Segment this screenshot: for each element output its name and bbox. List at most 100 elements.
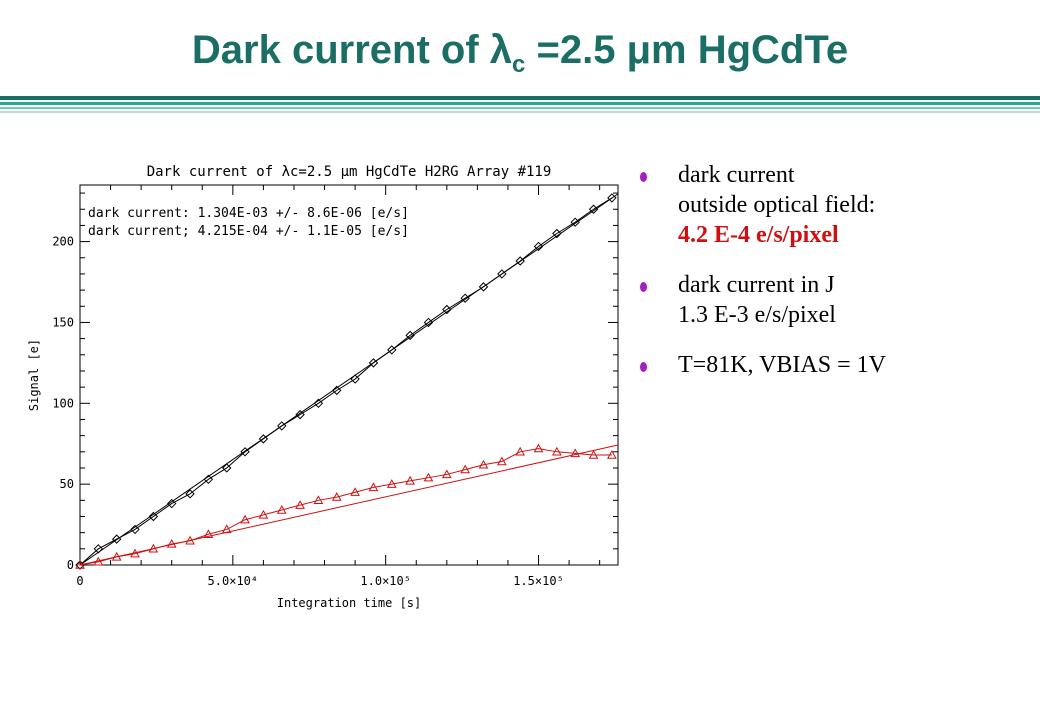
data-point xyxy=(277,421,287,431)
data-point xyxy=(368,358,379,368)
data-point xyxy=(203,529,214,538)
data-point xyxy=(607,193,617,203)
data-point xyxy=(295,409,305,420)
data-point xyxy=(240,447,250,457)
bullet-item: dark current in J 1.3 E-3 e/s/pixel xyxy=(636,270,1036,330)
data-point xyxy=(185,489,195,499)
data-point xyxy=(552,446,562,456)
data-point xyxy=(313,398,324,409)
data-point xyxy=(442,304,452,315)
data-point xyxy=(533,241,544,252)
data-point xyxy=(332,385,342,396)
fit-line xyxy=(79,193,619,566)
y-tick-label: 50 xyxy=(60,477,74,491)
title-rule-1 xyxy=(0,96,1040,100)
bullet-dot-icon xyxy=(640,172,647,182)
data-point xyxy=(295,500,305,509)
bullet-item: dark current outside optical field: 4.2 … xyxy=(636,160,1036,250)
data-point xyxy=(588,450,599,459)
data-point xyxy=(552,228,562,239)
title-rule-4 xyxy=(0,111,1040,113)
data-point xyxy=(460,293,470,303)
data-point xyxy=(386,479,397,488)
annotation-text: dark current; 4.215E-04 +/- 1.1E-05 [e/s… xyxy=(88,224,409,239)
data-point xyxy=(441,469,452,479)
data-point xyxy=(515,446,526,456)
bullet-dot-icon xyxy=(640,362,647,372)
slide-title: Dark current of λc =2.5 μm HgCdTe xyxy=(0,28,1040,79)
data-point xyxy=(75,560,85,570)
data-point xyxy=(111,534,122,544)
data-point xyxy=(313,495,324,505)
data-point xyxy=(93,544,104,554)
bullet-item: T=81K, VBIAS = 1V xyxy=(636,350,1036,380)
data-point xyxy=(130,548,140,558)
x-tick-label: 1.0×10⁵ xyxy=(360,574,411,588)
data-point xyxy=(130,524,140,535)
series-line xyxy=(79,448,612,566)
title-rest: =2.5 μm HgCdTe xyxy=(525,28,849,72)
data-point xyxy=(350,374,360,384)
chart-title: Dark current of λc=2.5 μm HgCdTe H2RG Ar… xyxy=(147,164,552,180)
title-subscript: c xyxy=(512,51,526,78)
bullet-highlight: 4.2 E-4 e/s/pixel xyxy=(678,222,839,248)
bullet-line: dark current in J xyxy=(678,272,835,298)
data-point xyxy=(588,204,599,214)
data-point xyxy=(148,511,159,522)
plot-frame xyxy=(79,184,619,566)
series-line xyxy=(79,197,613,566)
y-tick-label: 150 xyxy=(52,315,74,329)
data-point xyxy=(607,450,617,459)
dark-current-chart: Dark current of λc=2.5 μm HgCdTe H2RG Ar… xyxy=(27,164,619,610)
data-point xyxy=(258,509,269,519)
data-point xyxy=(423,472,434,482)
data-point xyxy=(221,524,232,534)
data-point xyxy=(405,475,415,485)
data-point xyxy=(331,492,342,501)
bullet-line: dark current xyxy=(678,162,795,188)
data-point xyxy=(515,256,525,266)
data-point xyxy=(148,543,159,553)
data-point xyxy=(478,282,489,292)
y-axis-label: Signal [e] xyxy=(27,339,41,411)
data-point xyxy=(478,459,489,469)
data-point xyxy=(368,482,379,492)
bullet-line: outside optical field: xyxy=(678,192,876,218)
title-main: Dark current of λ xyxy=(191,28,513,72)
data-point xyxy=(570,448,581,458)
bullet-line: 1.3 E-3 e/s/pixel xyxy=(678,302,836,328)
data-point xyxy=(166,498,177,509)
data-point xyxy=(460,464,471,474)
data-point xyxy=(570,217,580,227)
data-point xyxy=(258,434,269,444)
data-point xyxy=(350,487,360,496)
data-point xyxy=(423,317,434,328)
y-tick-label: 100 xyxy=(52,396,74,410)
x-axis-label: Integration time [s] xyxy=(277,596,422,610)
bullet-line: T=81K, VBIAS = 1V xyxy=(678,352,886,378)
data-point xyxy=(240,514,250,524)
data-point xyxy=(533,443,544,453)
data-point xyxy=(405,330,415,341)
x-tick-label: 0 xyxy=(76,574,83,588)
data-point xyxy=(497,269,507,279)
data-point xyxy=(166,538,177,548)
y-tick-label: 0 xyxy=(67,558,74,572)
data-point xyxy=(75,559,85,569)
data-point xyxy=(496,456,507,466)
data-point xyxy=(222,463,232,473)
data-point xyxy=(203,474,214,485)
x-tick-label: 1.5×10⁵ xyxy=(513,574,564,588)
data-point xyxy=(276,504,287,514)
x-tick-label: 5.0×10⁴ xyxy=(208,574,259,588)
title-rule-2 xyxy=(0,102,1040,105)
data-point xyxy=(111,551,122,561)
bullet-dot-icon xyxy=(640,282,647,292)
data-point xyxy=(93,556,104,566)
data-point xyxy=(387,345,397,355)
annotation-text: dark current: 1.304E-03 +/- 8.6E-06 [e/s… xyxy=(88,206,409,221)
bullet-list: dark current outside optical field: 4.2 … xyxy=(636,160,1036,400)
title-rule-3 xyxy=(0,107,1040,109)
y-tick-label: 200 xyxy=(52,235,74,249)
data-point xyxy=(185,535,195,545)
